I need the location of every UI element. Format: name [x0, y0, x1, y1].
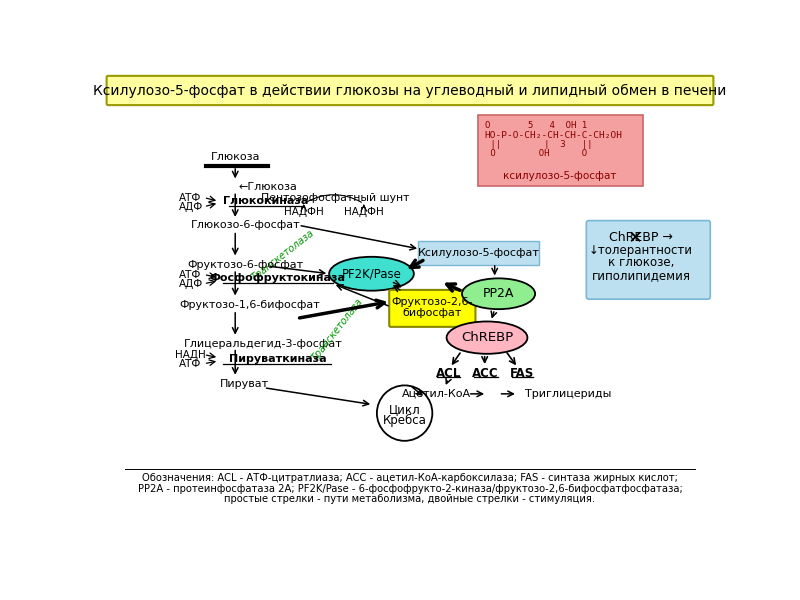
Text: Цикл: Цикл [389, 403, 421, 416]
Text: PP2A - протеинфосфатаза 2А; PF2K/Pase - 6-фосфофрукто-2-киназа/фруктозо-2,6-бифо: PP2A - протеинфосфатаза 2А; PF2K/Pase - … [138, 484, 682, 494]
Text: O        OH      O: O OH O [485, 149, 587, 158]
Circle shape [377, 385, 432, 441]
Text: гиполипидемия: гиполипидемия [591, 269, 690, 282]
Text: ↓толерантности: ↓толерантности [589, 244, 693, 257]
Text: к глюкозе,: к глюкозе, [608, 256, 674, 269]
Text: Глицеральдегид-3-фосфат: Глицеральдегид-3-фосфат [184, 339, 343, 349]
Text: Фосфофруктокиназа: Фосфофруктокиназа [210, 274, 346, 283]
Text: Фруктозо-2,6-: Фруктозо-2,6- [391, 297, 473, 307]
Text: бифосфат: бифосфат [402, 308, 462, 318]
Text: FAS: FAS [510, 367, 534, 380]
Text: Ацетил-КоА: Ацетил-КоА [402, 389, 471, 399]
Text: HO-P-O-CH₂-CH-CH-C-CH₂OH: HO-P-O-CH₂-CH-CH-C-CH₂OH [485, 131, 622, 140]
Text: АТФ: АТФ [179, 359, 202, 369]
Text: ←Глюкоза: ←Глюкоза [238, 182, 297, 193]
Text: Глюкоза: Глюкоза [210, 152, 260, 161]
Text: ChREBP: ChREBP [461, 331, 513, 344]
Text: Обозначения: ACL - АТФ-цитратлиаза; ACC - ацетил-КоА-карбоксилаза; FAS - синтаза: Обозначения: ACL - АТФ-цитратлиаза; ACC … [142, 473, 678, 483]
Ellipse shape [462, 278, 535, 309]
Text: Транскетолаза: Транскетолаза [310, 296, 365, 364]
Text: Фруктозо-1,6-бифосфат: Фруктозо-1,6-бифосфат [179, 299, 320, 310]
FancyBboxPatch shape [106, 76, 714, 105]
Text: АДФ: АДФ [178, 202, 202, 212]
Text: ACC: ACC [472, 367, 498, 380]
Text: ||        |  3   ||: || | 3 || [485, 140, 592, 149]
Text: НАДФН: НАДФН [344, 207, 384, 217]
Text: Пентозофосфатный шунт: Пентозофосфатный шунт [261, 193, 410, 203]
FancyBboxPatch shape [418, 241, 538, 265]
Text: простые стрелки - пути метаболизма, двойные стрелки - стимуляция.: простые стрелки - пути метаболизма, двой… [225, 494, 595, 505]
Text: НАДФН: НАДФН [284, 207, 324, 217]
Text: Пируваткиназа: Пируваткиназа [229, 354, 326, 364]
Text: PF2K/Pase: PF2K/Pase [342, 267, 402, 280]
Text: Фруктозо-6-фосфат: Фруктозо-6-фосфат [187, 259, 303, 269]
FancyBboxPatch shape [478, 115, 642, 186]
Text: Пируват: Пируват [220, 379, 269, 389]
Text: Ксилулозо-5-фосфат в действии глюкозы на углеводный и липидный обмен в печени: Ксилулозо-5-фосфат в действии глюкозы на… [94, 83, 726, 98]
Text: Транскетолаза: Транскетолаза [250, 227, 316, 283]
Text: PP2A: PP2A [483, 287, 514, 300]
FancyBboxPatch shape [586, 221, 710, 299]
Text: ChREBP →: ChREBP → [609, 231, 673, 244]
FancyBboxPatch shape [390, 290, 475, 327]
Text: ACL: ACL [436, 367, 461, 380]
Text: Глюкокиназа: Глюкокиназа [223, 196, 309, 206]
Text: Триглицериды: Триглицериды [525, 389, 611, 399]
Text: АДФ: АДФ [178, 279, 202, 289]
Ellipse shape [446, 322, 527, 354]
Text: Глюкозо-6-фосфат: Глюкозо-6-фосфат [190, 220, 300, 230]
Ellipse shape [329, 257, 414, 290]
Text: АТФ: АТФ [179, 269, 202, 280]
Text: ксилулозо-5-фосфат: ксилулозо-5-фосфат [503, 171, 617, 181]
Text: Кребса: Кребса [382, 413, 426, 427]
Text: O       5   4  OH 1: O 5 4 OH 1 [485, 121, 587, 130]
Text: АТФ: АТФ [179, 193, 202, 203]
Text: Ксилулозо-5-фосфат: Ксилулозо-5-фосфат [418, 248, 539, 258]
Text: НАДН: НАДН [175, 350, 206, 359]
